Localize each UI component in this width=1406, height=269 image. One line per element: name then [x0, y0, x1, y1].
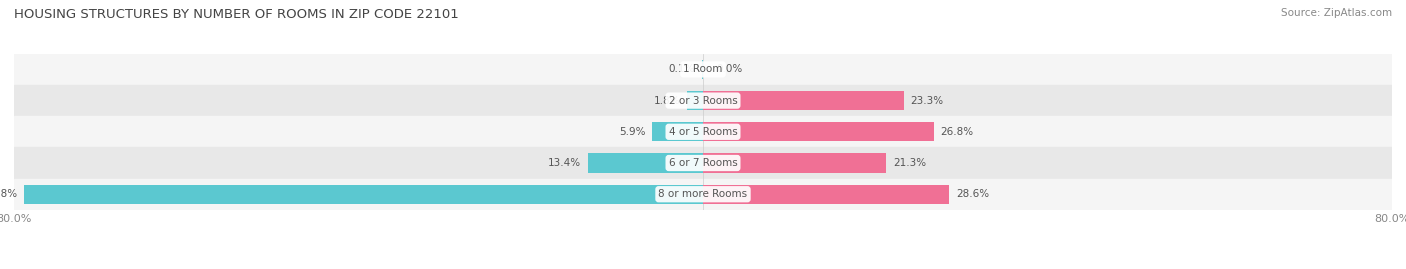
- Text: 1 Room: 1 Room: [683, 64, 723, 75]
- Text: 28.6%: 28.6%: [956, 189, 990, 199]
- Text: 78.8%: 78.8%: [0, 189, 17, 199]
- Bar: [14, 179, 1392, 210]
- Bar: [703, 185, 949, 204]
- Text: 23.3%: 23.3%: [911, 95, 943, 106]
- Text: 8 or more Rooms: 8 or more Rooms: [658, 189, 748, 199]
- Bar: [24, 185, 703, 204]
- Text: 0.1%: 0.1%: [669, 64, 695, 75]
- Text: 4 or 5 Rooms: 4 or 5 Rooms: [669, 127, 737, 137]
- Text: 0.0%: 0.0%: [716, 64, 742, 75]
- Bar: [652, 122, 703, 141]
- Text: HOUSING STRUCTURES BY NUMBER OF ROOMS IN ZIP CODE 22101: HOUSING STRUCTURES BY NUMBER OF ROOMS IN…: [14, 8, 458, 21]
- Bar: [703, 153, 886, 173]
- Text: 1.8%: 1.8%: [654, 95, 681, 106]
- Text: Source: ZipAtlas.com: Source: ZipAtlas.com: [1281, 8, 1392, 18]
- Bar: [14, 85, 1392, 116]
- Bar: [703, 122, 934, 141]
- Text: 26.8%: 26.8%: [941, 127, 974, 137]
- Text: 21.3%: 21.3%: [893, 158, 927, 168]
- Bar: [14, 116, 1392, 147]
- Bar: [703, 91, 904, 110]
- Text: 13.4%: 13.4%: [547, 158, 581, 168]
- Text: 6 or 7 Rooms: 6 or 7 Rooms: [669, 158, 737, 168]
- Bar: [14, 54, 1392, 85]
- Bar: [14, 147, 1392, 179]
- Bar: [588, 153, 703, 173]
- Bar: [688, 91, 703, 110]
- Text: 2 or 3 Rooms: 2 or 3 Rooms: [669, 95, 737, 106]
- Text: 5.9%: 5.9%: [619, 127, 645, 137]
